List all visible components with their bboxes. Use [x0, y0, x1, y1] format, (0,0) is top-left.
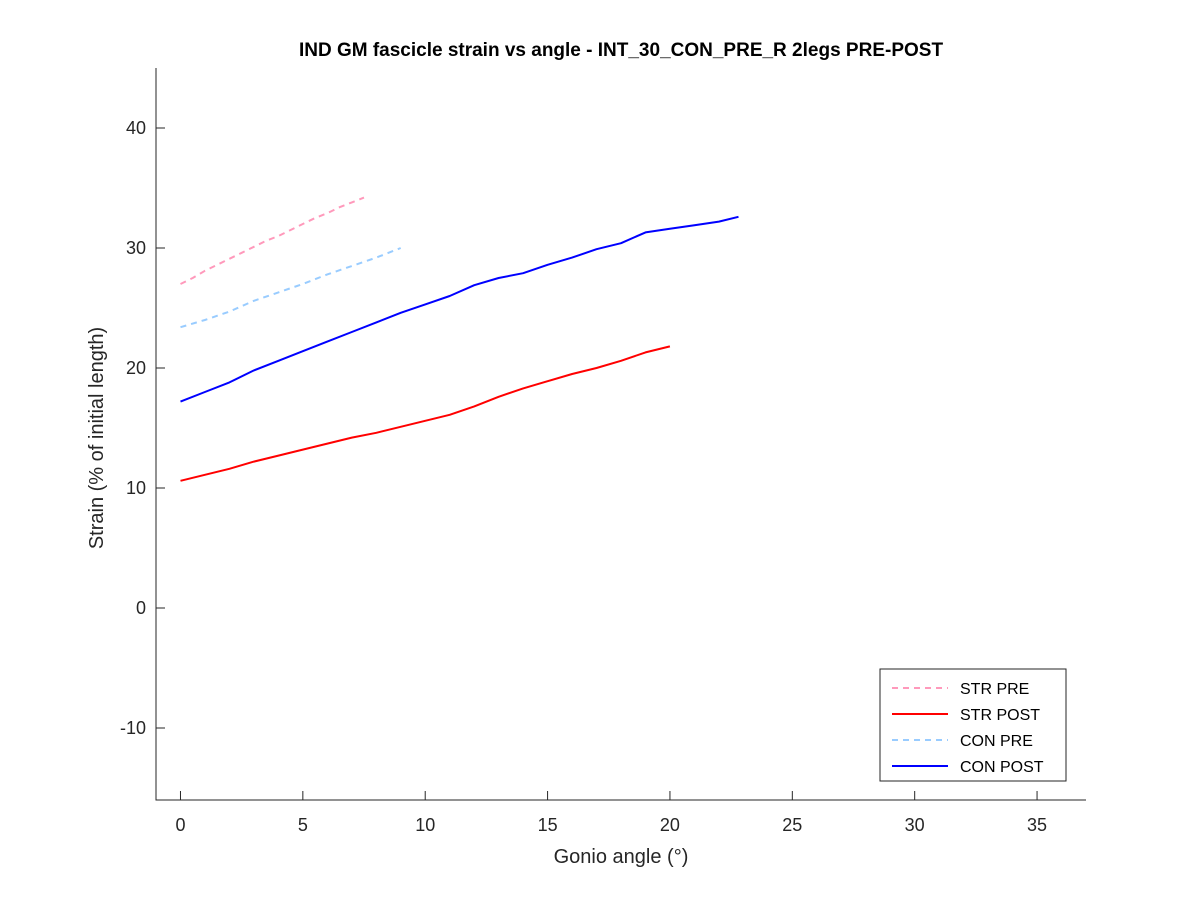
axis-lines	[155, 68, 1086, 801]
y-tick-label: -10	[120, 718, 146, 738]
legend-box	[879, 668, 1067, 782]
x-axis-label: Gonio angle (°)	[554, 846, 689, 868]
legend: STR PRE STR POST CON PRE CON POST	[879, 668, 1067, 782]
series-line-con-pre	[180, 247, 402, 329]
plot-series	[180, 196, 739, 482]
y-tick-label: 30	[126, 238, 146, 258]
y-tick-label: 10	[126, 478, 146, 498]
x-tick-label: 10	[415, 815, 435, 835]
y-axis-label: Strain (% of initial length)	[86, 327, 108, 549]
legend-label: CON POST	[960, 759, 1044, 776]
y-tick-label: 40	[126, 118, 146, 138]
series-line-str-post	[180, 345, 671, 482]
series-line-str-pre	[180, 196, 365, 285]
x-tick-label: 20	[660, 815, 680, 835]
legend-label: STR PRE	[960, 681, 1029, 698]
series-line-con-post	[180, 215, 739, 403]
x-tick-label: 0	[175, 815, 185, 835]
x-tick-label: 35	[1027, 815, 1047, 835]
x-tick-label: 25	[782, 815, 802, 835]
legend-label: CON PRE	[960, 733, 1033, 750]
x-tick-label: 15	[538, 815, 558, 835]
y-axis-ticks: -10 0 10 20 30 40	[120, 118, 165, 738]
y-tick-label: 20	[126, 358, 146, 378]
x-tick-label: 5	[298, 815, 308, 835]
y-tick-label: 0	[136, 598, 146, 618]
chart-title: IND GM fascicle strain vs angle - INT_30…	[299, 40, 944, 61]
legend-label: STR POST	[960, 707, 1040, 724]
axes	[155, 68, 1086, 801]
x-tick-label: 30	[905, 815, 925, 835]
x-axis-ticks: 0 5 10 15 20 25 30 35	[175, 791, 1047, 835]
